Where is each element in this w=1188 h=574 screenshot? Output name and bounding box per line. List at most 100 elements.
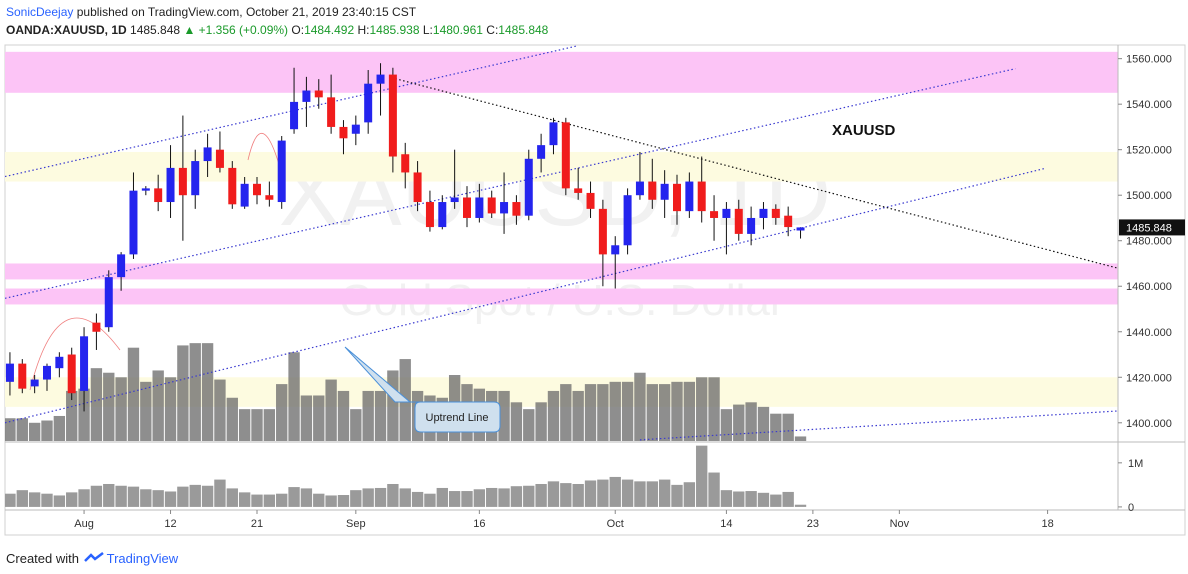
candle-body (67, 354, 76, 394)
overlay-volume-bar (646, 384, 658, 441)
candle-body (537, 145, 546, 159)
overlay-volume-bar (226, 397, 238, 441)
volume-bar (448, 491, 461, 507)
x-tick-label: 23 (807, 518, 819, 530)
volume-bar (597, 479, 609, 507)
overlay-volume-bar (770, 413, 782, 441)
volume-bar (164, 491, 177, 507)
ohlc-label: H: (357, 23, 370, 37)
volume-bar (794, 504, 807, 507)
volume-bar (658, 479, 671, 507)
brand[interactable]: TradingView (106, 551, 179, 566)
overlay-volume-bar (201, 343, 214, 441)
overlay-volume-bar (658, 384, 671, 441)
trend-line (5, 167, 1046, 424)
candle-body (327, 97, 336, 127)
candle-body (685, 181, 694, 212)
candle-body (191, 161, 200, 196)
volume-bar (115, 485, 127, 507)
candle-body (425, 202, 434, 228)
candle-body (104, 277, 113, 328)
candle-body (722, 208, 731, 218)
overlay-volume-bar (510, 402, 523, 441)
ohlc-value: 1480.961 (432, 23, 483, 37)
volume-y-tick-label: 1M (1128, 458, 1143, 470)
overlay-volume-bar (53, 415, 66, 441)
callout-text: Uptrend Line (426, 412, 489, 424)
ohlc-label: C: (486, 23, 499, 37)
volume-bar (399, 488, 411, 507)
last-price: 1485.848 (130, 23, 181, 37)
x-tick-label: Aug (74, 518, 94, 530)
candle-body (598, 208, 607, 255)
overlay-volume-bar (78, 388, 90, 441)
candle-body (524, 158, 533, 216)
candle-body (240, 183, 249, 207)
volume-bar (572, 483, 584, 507)
candle-body (401, 154, 410, 173)
candle-body (734, 208, 743, 234)
trend-line (395, 78, 1118, 269)
overlay-volume-bar (66, 390, 78, 441)
x-tick-label: 16 (473, 518, 485, 530)
overlay-volume-bar (547, 390, 560, 441)
overlay-volume-bar (115, 377, 127, 441)
overlay-volume-bar (584, 384, 597, 441)
overlay-volume-bar (794, 436, 807, 441)
volume-bar (720, 490, 733, 507)
volume-bar (547, 481, 560, 507)
overlay-volume-bar (671, 381, 683, 441)
volume-bar (560, 483, 572, 507)
overlay-volume-bar (214, 379, 226, 441)
volume-bar (276, 493, 288, 507)
candle-body (784, 215, 793, 228)
symbol: OANDA:XAUUSD, 1D (6, 23, 127, 37)
candle-body (203, 147, 212, 162)
price-tag-label: 1485.848 (1126, 222, 1172, 234)
candle-body (673, 183, 681, 212)
publish-line: SonicDeejay published on TradingView.com… (6, 5, 416, 19)
candle-body (487, 197, 496, 214)
zone (5, 288, 1118, 305)
overlay-volume-bar (140, 381, 152, 441)
candle-body (759, 208, 768, 218)
volume-bar (103, 483, 115, 507)
ohlc-value: 1485.848 (498, 23, 549, 37)
candle-body (5, 363, 14, 382)
candle-body (302, 90, 311, 102)
volume-bar (78, 489, 90, 507)
volume-bar (424, 493, 436, 507)
candle-body (500, 202, 509, 214)
overlay-volume-bar (350, 409, 362, 441)
overlay-volume-bar (745, 402, 757, 441)
overlay-volume-bar (177, 345, 189, 441)
footer: Created with TradingView (6, 549, 178, 566)
author[interactable]: SonicDeejay (6, 5, 74, 19)
volume-bar (16, 490, 28, 507)
volume-bar (683, 482, 696, 507)
volume-bar (362, 488, 374, 507)
candle-body (80, 336, 89, 391)
main-pane: XAUUSD, 1DGold Spot / U.S. DollarXAUUSD (5, 45, 1118, 441)
volume-bar (733, 491, 745, 507)
volume-bar (609, 476, 621, 507)
arc-drawing (29, 317, 121, 391)
overlay-volume-bar (313, 395, 325, 441)
candle-body (611, 245, 620, 255)
overlay-volume-bar (16, 418, 28, 441)
candle-body (450, 197, 459, 203)
candle-body (117, 254, 126, 278)
y-tick-label: 1400.000 (1126, 418, 1172, 430)
volume-bar (473, 489, 486, 507)
overlay-volume-bar (41, 420, 53, 441)
volume-bar (523, 485, 535, 507)
overlay-volume-bar (164, 377, 177, 441)
ohlc-value: 1485.938 (369, 23, 420, 37)
volume-bar (374, 487, 387, 507)
volume-y-tick-label: 0 (1128, 502, 1134, 514)
volume-bar (350, 490, 362, 507)
candle-body (561, 122, 570, 189)
overlay-volume-bar (757, 406, 770, 441)
x-tick-label: 14 (720, 518, 732, 530)
